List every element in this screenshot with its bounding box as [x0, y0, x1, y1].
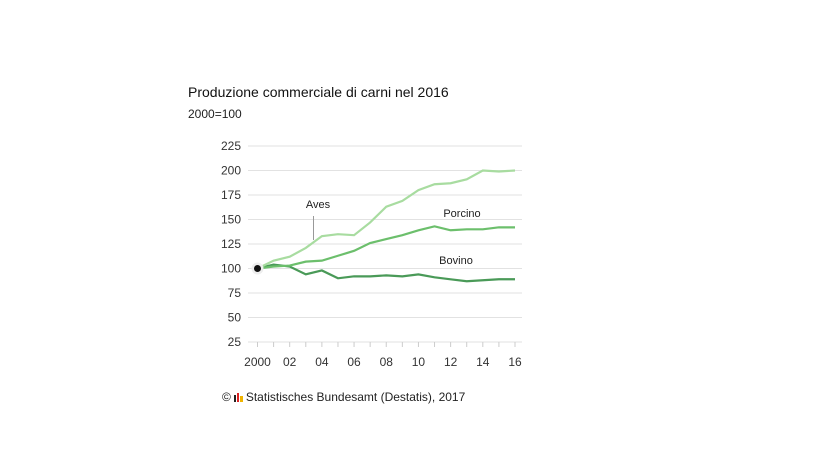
- chart-subtitle: 2000=100: [188, 107, 242, 121]
- destatis-logo-icon: [233, 392, 243, 402]
- x-tick-label: 16: [508, 355, 522, 369]
- y-tick-label: 225: [221, 139, 241, 153]
- x-tick-label: 08: [380, 355, 394, 369]
- source-text: Statistisches Bundesamt (Destatis), 2017: [245, 390, 466, 404]
- source-note: © Statistisches Bundesamt (Destatis), 20…: [222, 390, 465, 404]
- series-line-aves: [257, 169, 516, 270]
- y-tick-label: 150: [221, 213, 241, 227]
- x-tick-label: 06: [347, 355, 361, 369]
- series-label: Aves: [306, 199, 331, 211]
- series-line-bovino: [257, 263, 515, 283]
- y-tick-label: 200: [221, 164, 241, 178]
- y-tick-label: 175: [221, 188, 241, 202]
- x-tick-label: 12: [444, 355, 458, 369]
- base-point: [254, 265, 261, 272]
- copyright-symbol: ©: [222, 390, 231, 404]
- x-tick-label: 14: [476, 355, 490, 369]
- x-tick-label: 02: [283, 355, 297, 369]
- chart-title: Produzione commerciale di carni nel 2016: [188, 84, 449, 100]
- series-label: Porcino: [443, 208, 480, 220]
- x-tick-label: 10: [412, 355, 426, 369]
- x-tick-label: 2000: [244, 355, 271, 369]
- y-tick-label: 125: [221, 237, 241, 251]
- y-tick-label: 50: [228, 311, 242, 325]
- series-line-porcino: [257, 225, 515, 270]
- series-label: Bovino: [439, 255, 473, 267]
- y-tick-label: 25: [228, 335, 242, 349]
- y-tick-label: 100: [221, 262, 241, 276]
- y-tick-label: 75: [228, 286, 242, 300]
- x-tick-label: 04: [315, 355, 329, 369]
